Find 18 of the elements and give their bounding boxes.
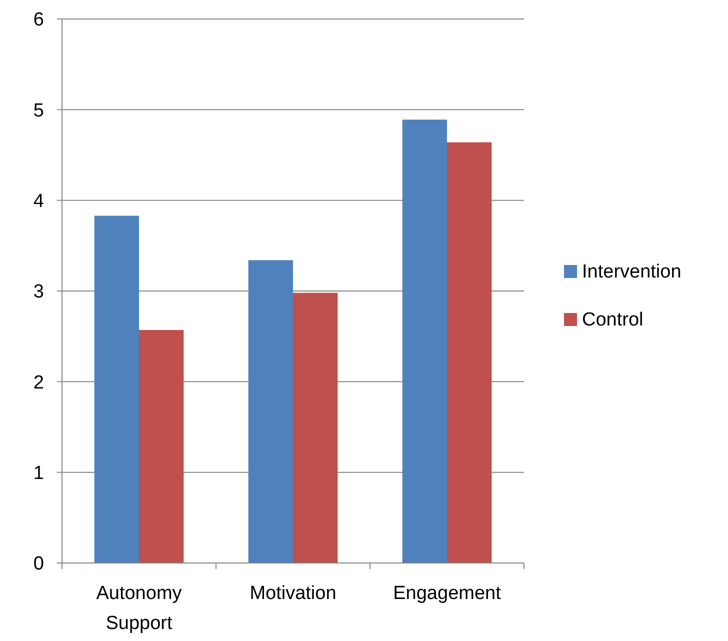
bar xyxy=(402,120,447,563)
y-tick-label: 6 xyxy=(33,10,44,31)
y-tick-label: 0 xyxy=(33,554,44,575)
x-tick-label: Autonomy Support xyxy=(96,583,182,634)
y-tick-label: 2 xyxy=(33,372,44,394)
y-tick-label: 5 xyxy=(33,100,44,122)
y-tick-label: 3 xyxy=(33,282,44,303)
bar xyxy=(139,330,184,563)
x-tick-label: Engagement xyxy=(393,583,502,604)
bar xyxy=(447,142,492,563)
bar xyxy=(248,260,293,563)
bar xyxy=(94,216,139,563)
y-tick-label: 4 xyxy=(33,190,44,212)
y-tick-label: 1 xyxy=(33,462,44,484)
x-tick-label: Motivation xyxy=(250,583,336,604)
legend-label: Intervention xyxy=(582,262,682,283)
bar xyxy=(293,292,338,563)
legend-label: Control xyxy=(582,310,644,331)
